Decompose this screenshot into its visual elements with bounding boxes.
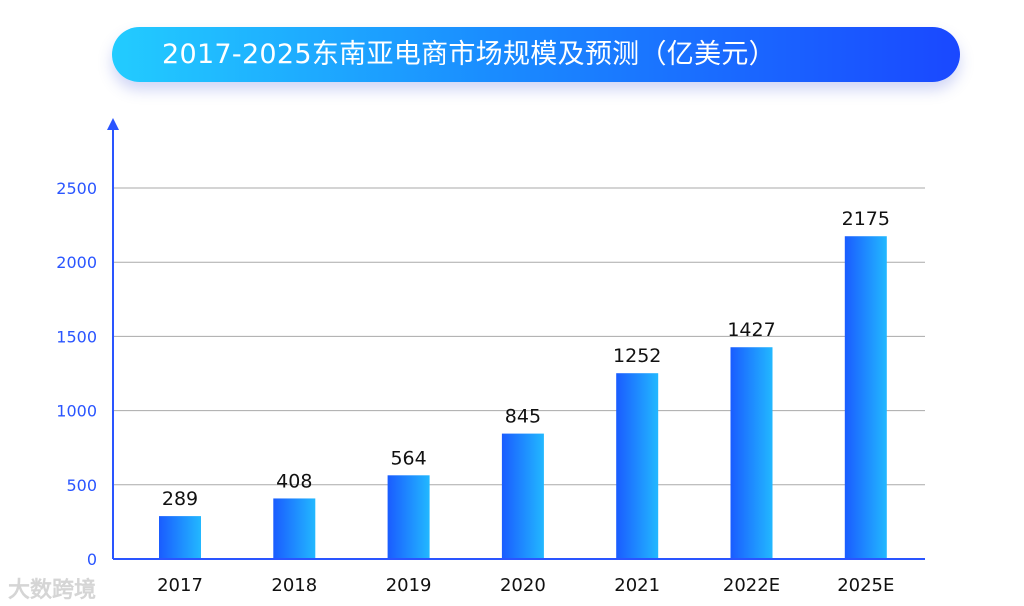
y-tick-label: 500 [66,476,97,495]
y-axis-arrow-icon [107,118,119,130]
x-tick-label: 2022E [723,575,780,596]
data-label: 2175 [842,208,890,230]
data-label: 845 [505,406,541,428]
bar [844,236,887,560]
x-tick-label: 2025E [837,575,894,596]
data-label: 1252 [613,345,661,367]
bar [387,475,430,559]
watermark-text: 大数跨境 [8,578,97,603]
x-tick-label: 2019 [386,575,432,596]
y-tick-label: 2500 [56,179,97,198]
bar [273,498,316,559]
x-tick-label: 2018 [271,575,317,596]
y-tick-label: 2000 [56,253,97,272]
bar [616,373,659,559]
watermark-logo: 大数跨境 [8,572,96,604]
y-tick-label: 0 [87,550,97,569]
data-label: 408 [276,470,312,492]
x-tick-label: 2020 [500,575,546,596]
bar [159,516,201,559]
chart-title: 2017-2025东南亚电商市场规模及预测（亿美元） [162,39,776,70]
data-label: 564 [390,447,426,469]
data-label: 289 [162,488,198,510]
chart-title-banner: 2017-2025东南亚电商市场规模及预测（亿美元） [112,27,960,82]
data-label: 1427 [727,319,775,341]
x-tick-label: 2017 [157,575,203,596]
bar [730,347,773,559]
y-tick-label: 1500 [56,327,97,346]
y-tick-label: 1000 [56,402,97,421]
bar [501,433,544,559]
x-tick-label: 2021 [614,575,660,596]
